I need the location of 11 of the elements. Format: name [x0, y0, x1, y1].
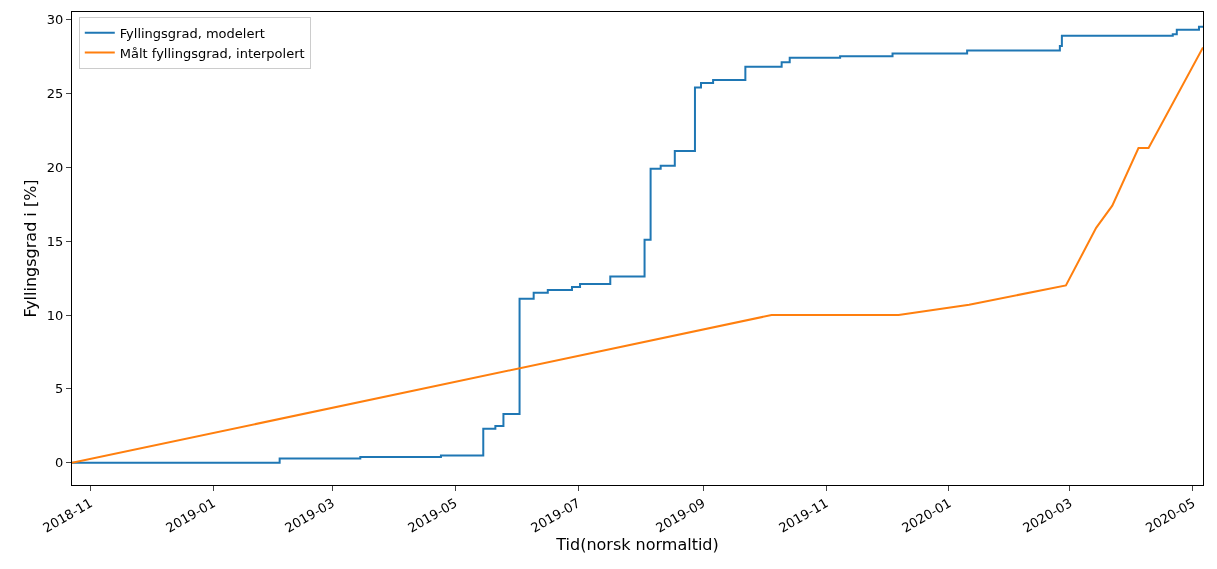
- legend-label: Fyllingsgrad, modelert: [119, 25, 265, 41]
- y-tick-label: 15: [46, 233, 64, 249]
- y-axis-title: Fyllingsgrad i [%]: [20, 179, 40, 318]
- legend-label: Målt fyllingsgrad, interpolert: [119, 45, 305, 61]
- y-tick-label: 10: [46, 307, 64, 323]
- x-axis-title: Tid(norsk normaltid): [555, 535, 719, 555]
- y-tick-label: 25: [46, 85, 64, 101]
- y-tick-label: 20: [46, 159, 64, 175]
- y-tick-label: 30: [46, 11, 64, 27]
- y-tick-label: 5: [55, 381, 64, 397]
- y-tick-label: 0: [55, 455, 64, 471]
